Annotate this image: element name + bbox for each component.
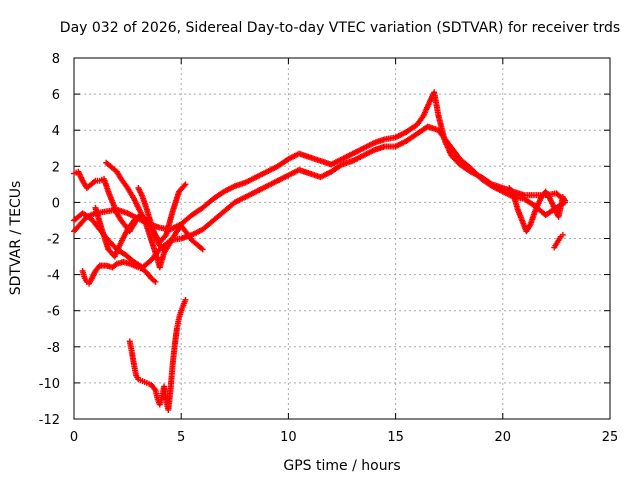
data-point [152, 278, 159, 285]
x-tick-label: 10 [280, 430, 297, 445]
series-early-arc-low [79, 258, 159, 287]
axis-ticks: 0 5 10 15 20 25 -12 -10 -8 -6 -4 -2 0 2 4 6 8 [39, 52, 619, 445]
x-tick-label: 25 [602, 430, 619, 445]
y-tick-label: -4 [47, 269, 60, 284]
x-axis-label: GPS time / hours [283, 458, 400, 474]
data-point [561, 197, 568, 204]
data-points [71, 89, 568, 413]
x-tick-label: 20 [495, 430, 512, 445]
y-tick-label: -6 [47, 305, 60, 320]
series-early-arc-mid [71, 168, 142, 235]
y-tick-label: -8 [47, 341, 60, 356]
y-axis-label: SDTVAR / TECUs [8, 181, 24, 296]
data-point [182, 296, 189, 303]
y-tick-label: -10 [39, 377, 60, 392]
x-tick-label: 15 [387, 430, 404, 445]
grid [74, 58, 610, 419]
series-early-descending [135, 184, 206, 253]
y-tick-label: 6 [52, 88, 60, 103]
series-late-drop [506, 184, 568, 235]
data-point [199, 246, 206, 253]
x-tick-label: 5 [177, 430, 185, 445]
data-point [182, 181, 189, 188]
y-tick-label: 8 [52, 52, 60, 67]
y-tick-label: -2 [47, 233, 60, 248]
y-tick-label: 4 [52, 124, 60, 139]
y-tick-label: 2 [52, 160, 60, 175]
y-tick-label: 0 [52, 196, 60, 211]
chart-title: Day 032 of 2026, Sidereal Day-to-day VTE… [60, 20, 620, 36]
series-end-fragment [551, 231, 566, 251]
x-tick-label: 0 [70, 430, 78, 445]
series-main-trend-lower [71, 123, 568, 271]
data-point [559, 231, 566, 238]
data-point [181, 182, 188, 189]
series-deep-dip [126, 296, 189, 413]
y-tick-label: -12 [39, 413, 60, 428]
